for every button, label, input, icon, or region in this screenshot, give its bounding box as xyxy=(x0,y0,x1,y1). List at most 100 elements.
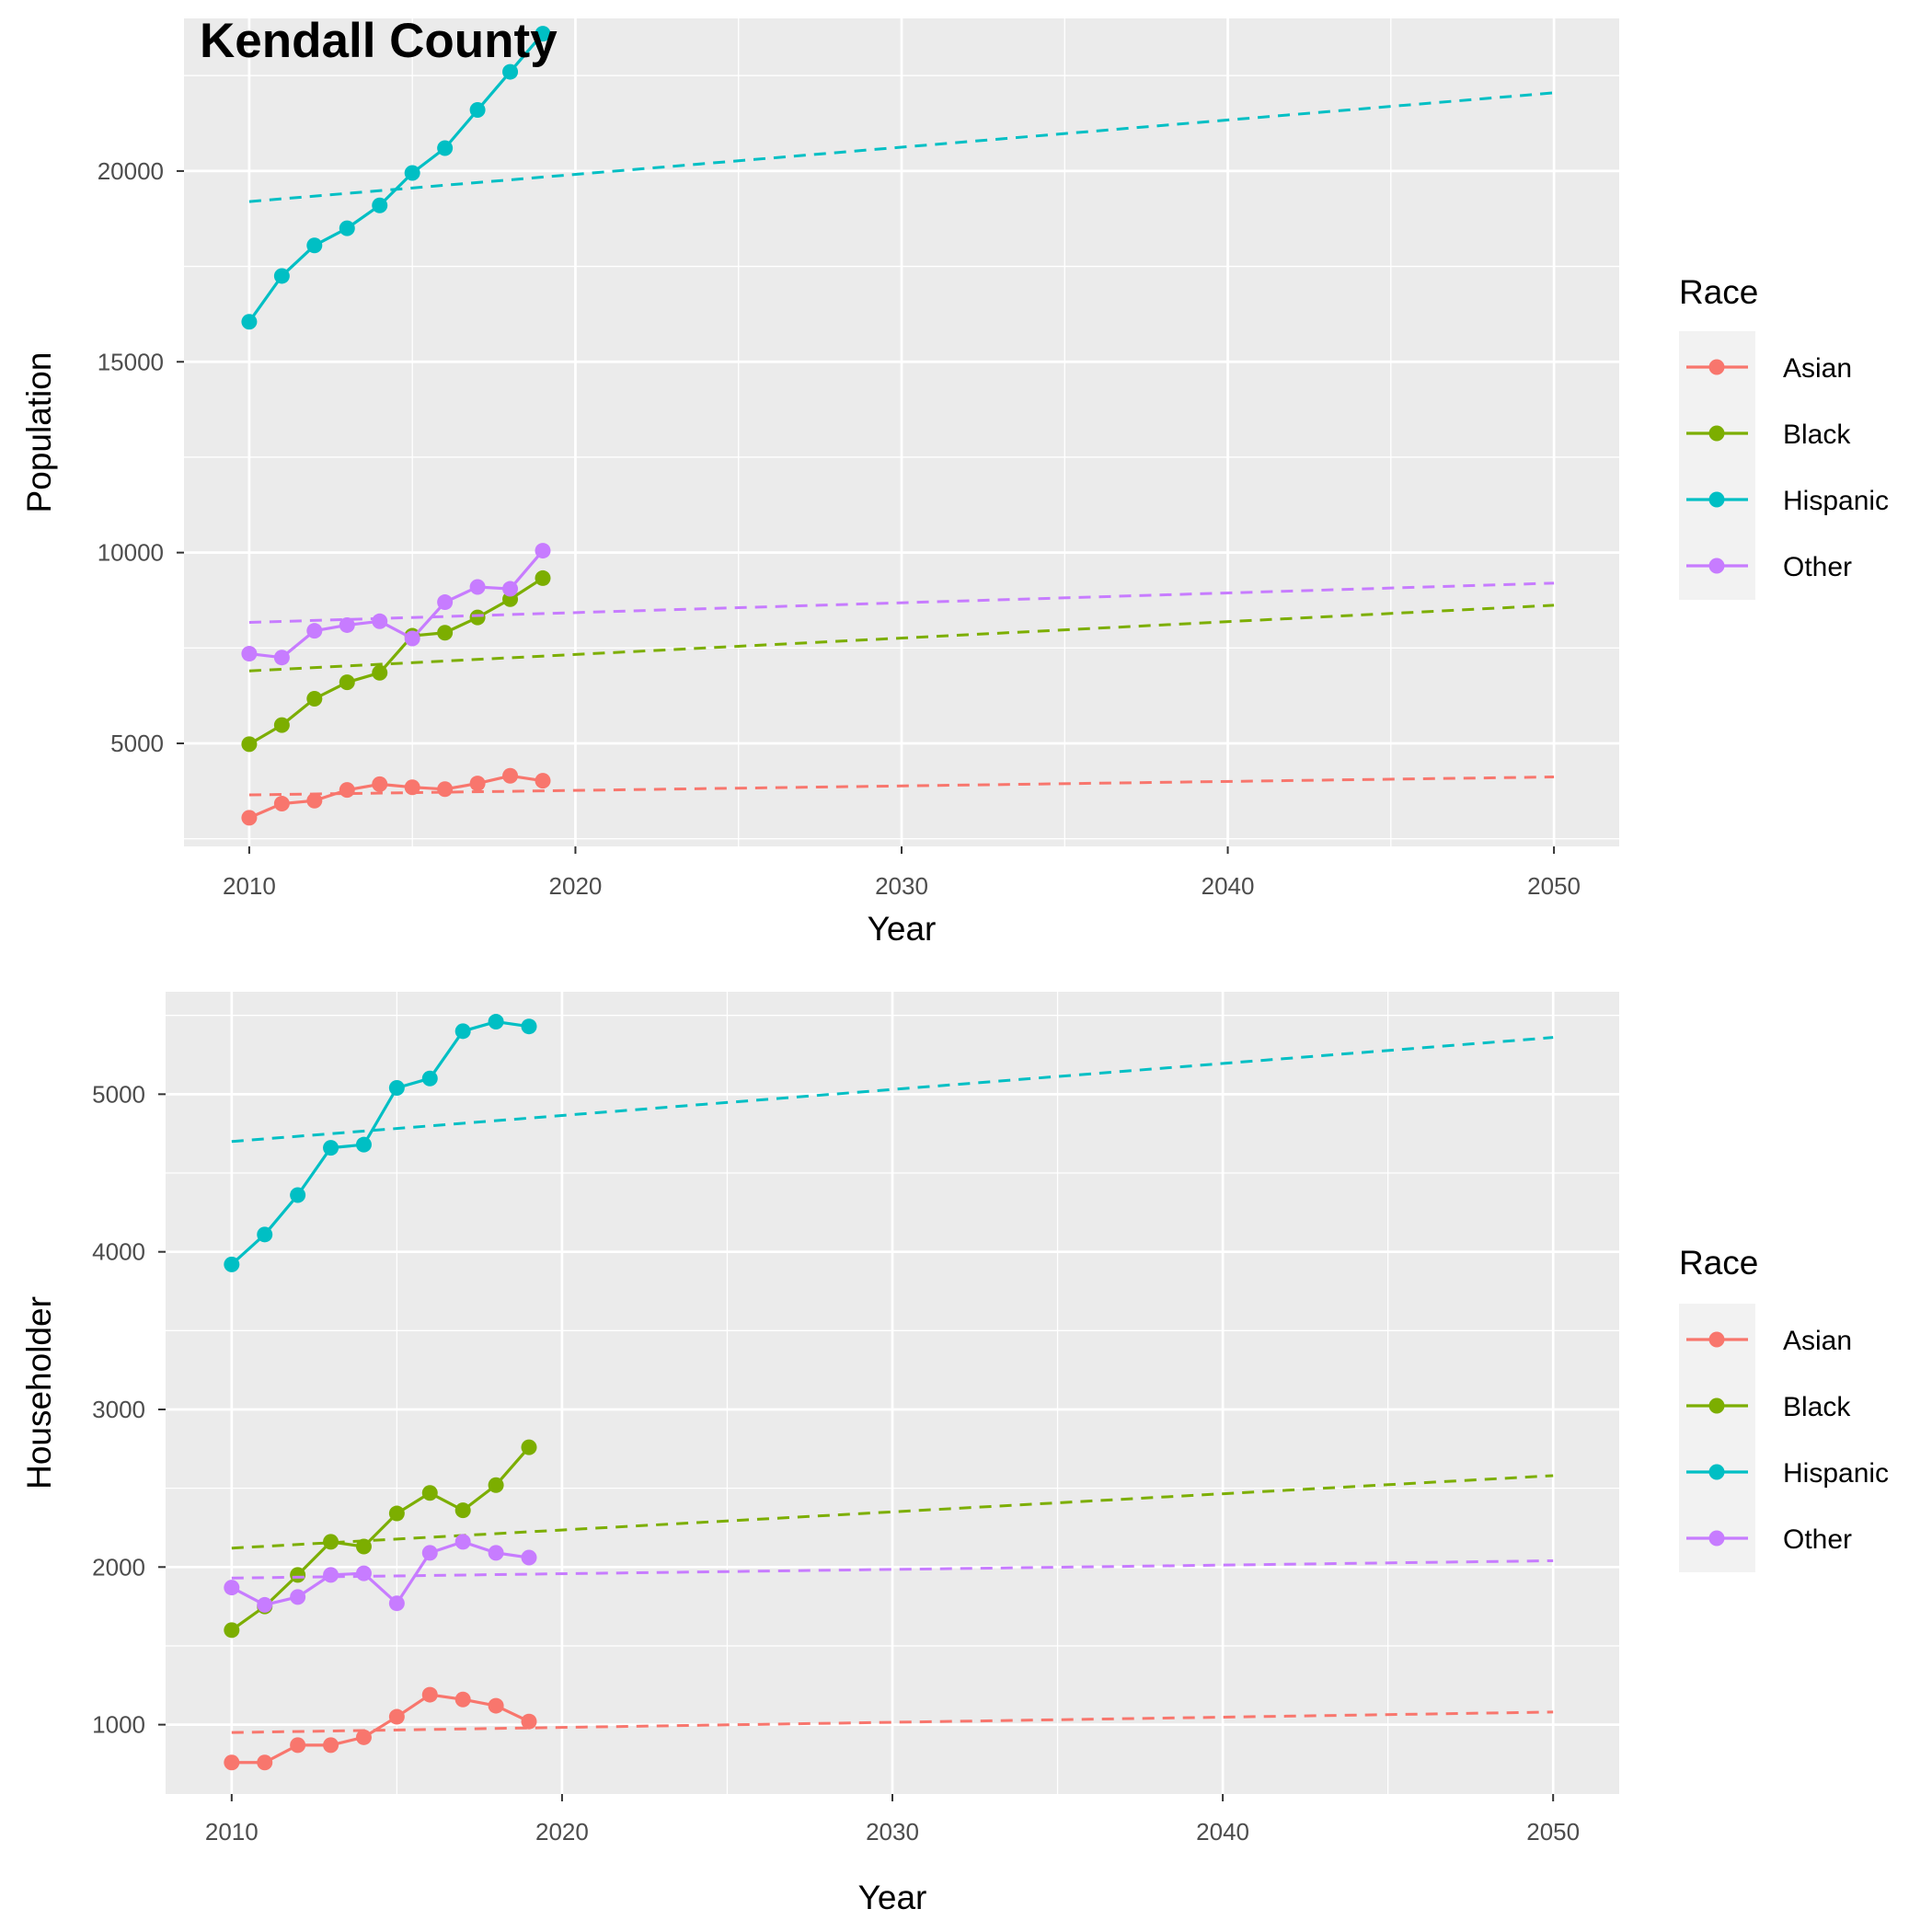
data-point xyxy=(421,1686,438,1703)
legend-key-point xyxy=(1708,1530,1725,1547)
trend-line-black xyxy=(231,1474,1554,1550)
series-asian xyxy=(241,767,1555,826)
data-point xyxy=(502,581,519,597)
data-point xyxy=(323,1140,339,1156)
legend-key-point xyxy=(1708,491,1725,508)
data-point xyxy=(437,594,454,611)
legend-item-black: Black xyxy=(1686,1392,1851,1422)
legend-item-hispanic: Hispanic xyxy=(1686,486,1889,516)
trend-line-asian xyxy=(248,776,1555,797)
data-point xyxy=(306,690,323,707)
data-point xyxy=(521,1439,537,1455)
legend-key-background xyxy=(1679,331,1755,600)
population-panel: 2010 2020 2030 2040 2050 5000 10000 15000 20000 Y… xyxy=(20,18,1889,948)
data-point xyxy=(290,1737,306,1754)
data-point xyxy=(273,268,290,284)
legend-item-asian: Asian xyxy=(1686,353,1852,384)
data-point xyxy=(355,1565,372,1581)
legend-key-point xyxy=(1708,425,1725,442)
data-point xyxy=(421,1485,438,1501)
series-hispanic xyxy=(224,1014,1554,1272)
legend-label: Asian xyxy=(1783,353,1852,384)
x-tick-label: 2050 xyxy=(1527,872,1581,900)
legend-label: Asian xyxy=(1783,1326,1852,1356)
legend-label: Black xyxy=(1783,1392,1851,1422)
data-point xyxy=(388,1080,405,1097)
y-axis-title: Householder xyxy=(20,1296,58,1489)
data-point xyxy=(306,792,323,809)
data-point xyxy=(421,1545,438,1561)
legend-title: Race xyxy=(1679,273,1758,311)
series-line-hispanic xyxy=(230,1019,530,1266)
y-tick-label: 3000 xyxy=(92,1396,145,1423)
y-axis-title: Population xyxy=(20,352,58,513)
legend-title: Race xyxy=(1679,1244,1758,1282)
x-axis-title: Year xyxy=(858,1879,927,1916)
x-axis-title: Year xyxy=(868,910,937,948)
data-point xyxy=(241,314,258,330)
data-point xyxy=(306,623,323,639)
legend-label: Other xyxy=(1783,1524,1852,1555)
data-point xyxy=(323,1534,339,1550)
data-point xyxy=(257,1596,273,1613)
x-tick-label: 2040 xyxy=(1196,1818,1249,1846)
data-point xyxy=(257,1226,273,1243)
y-tick-label: 5000 xyxy=(92,1080,145,1108)
data-point xyxy=(339,220,355,236)
y-tick-label: 15000 xyxy=(98,348,164,375)
data-point xyxy=(372,776,388,792)
series-line-black xyxy=(248,577,544,746)
data-point xyxy=(404,165,420,181)
data-point xyxy=(388,1505,405,1522)
data-point xyxy=(488,1697,504,1714)
x-tick-label: 2020 xyxy=(535,1818,589,1846)
x-tick-label: 2020 xyxy=(549,872,603,900)
data-point xyxy=(502,63,519,80)
data-point xyxy=(290,1187,306,1203)
data-point xyxy=(355,1729,372,1745)
trend-line-other xyxy=(231,1558,1554,1580)
series-other xyxy=(224,1534,1554,1613)
data-point xyxy=(339,674,355,691)
y-tick-label: 20000 xyxy=(98,157,164,185)
series-line-asian xyxy=(231,1693,530,1765)
series-other xyxy=(241,543,1555,666)
trend-line-black xyxy=(248,604,1555,673)
data-point xyxy=(224,1580,240,1596)
x-tick-label: 2030 xyxy=(866,1818,919,1846)
y-tick-label: 4000 xyxy=(92,1238,145,1266)
data-point xyxy=(535,773,551,789)
data-point xyxy=(241,736,258,753)
trend-line-hispanic xyxy=(248,91,1555,203)
legend-key-point xyxy=(1708,558,1725,574)
data-point xyxy=(488,1014,504,1030)
legend-key-point xyxy=(1708,1331,1725,1348)
data-point xyxy=(241,810,258,826)
data-point xyxy=(224,1256,240,1272)
data-point xyxy=(535,569,551,586)
data-point xyxy=(469,609,486,626)
data-point xyxy=(437,625,454,641)
series-line-other xyxy=(248,549,545,660)
legend: Race Asian Black Hispanic Other xyxy=(1679,273,1889,600)
data-point xyxy=(323,1737,339,1754)
data-point xyxy=(488,1477,504,1493)
data-point xyxy=(224,1754,240,1771)
legend-key-background xyxy=(1679,1304,1755,1572)
series-line-asian xyxy=(248,774,544,820)
series-line-other xyxy=(231,1540,530,1607)
legend: Race Asian Black Hispanic Other xyxy=(1679,1244,1889,1572)
chart-title: Kendall County xyxy=(200,14,558,68)
data-point xyxy=(273,717,290,733)
series-asian xyxy=(224,1686,1554,1771)
legend-item-hispanic: Hispanic xyxy=(1686,1458,1889,1489)
legend-item-asian: Asian xyxy=(1686,1326,1852,1356)
data-point xyxy=(454,1502,471,1519)
data-point xyxy=(521,1549,537,1566)
data-point xyxy=(355,1136,372,1153)
legend-label: Black xyxy=(1783,420,1851,450)
data-point xyxy=(404,779,420,796)
data-point xyxy=(502,767,519,784)
data-point xyxy=(454,1691,471,1708)
